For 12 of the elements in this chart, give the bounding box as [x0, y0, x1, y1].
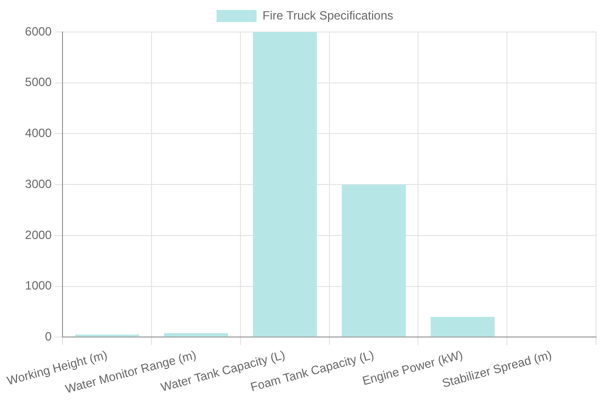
y-tick-label: 1000: [25, 278, 52, 293]
y-tick-label: 6000: [25, 24, 52, 38]
bar: [430, 316, 495, 337]
y-tick-label: 3000: [25, 176, 52, 191]
y-tick-label: 5000: [25, 75, 52, 90]
bar: [164, 333, 228, 337]
legend-label: Fire Truck Specifications: [262, 8, 394, 22]
y-tick-label: 4000: [25, 126, 52, 140]
y-tick-label: 0: [45, 329, 52, 344]
bar: [252, 32, 317, 337]
y-tick-label: 2000: [25, 228, 52, 242]
bar: [342, 184, 406, 337]
